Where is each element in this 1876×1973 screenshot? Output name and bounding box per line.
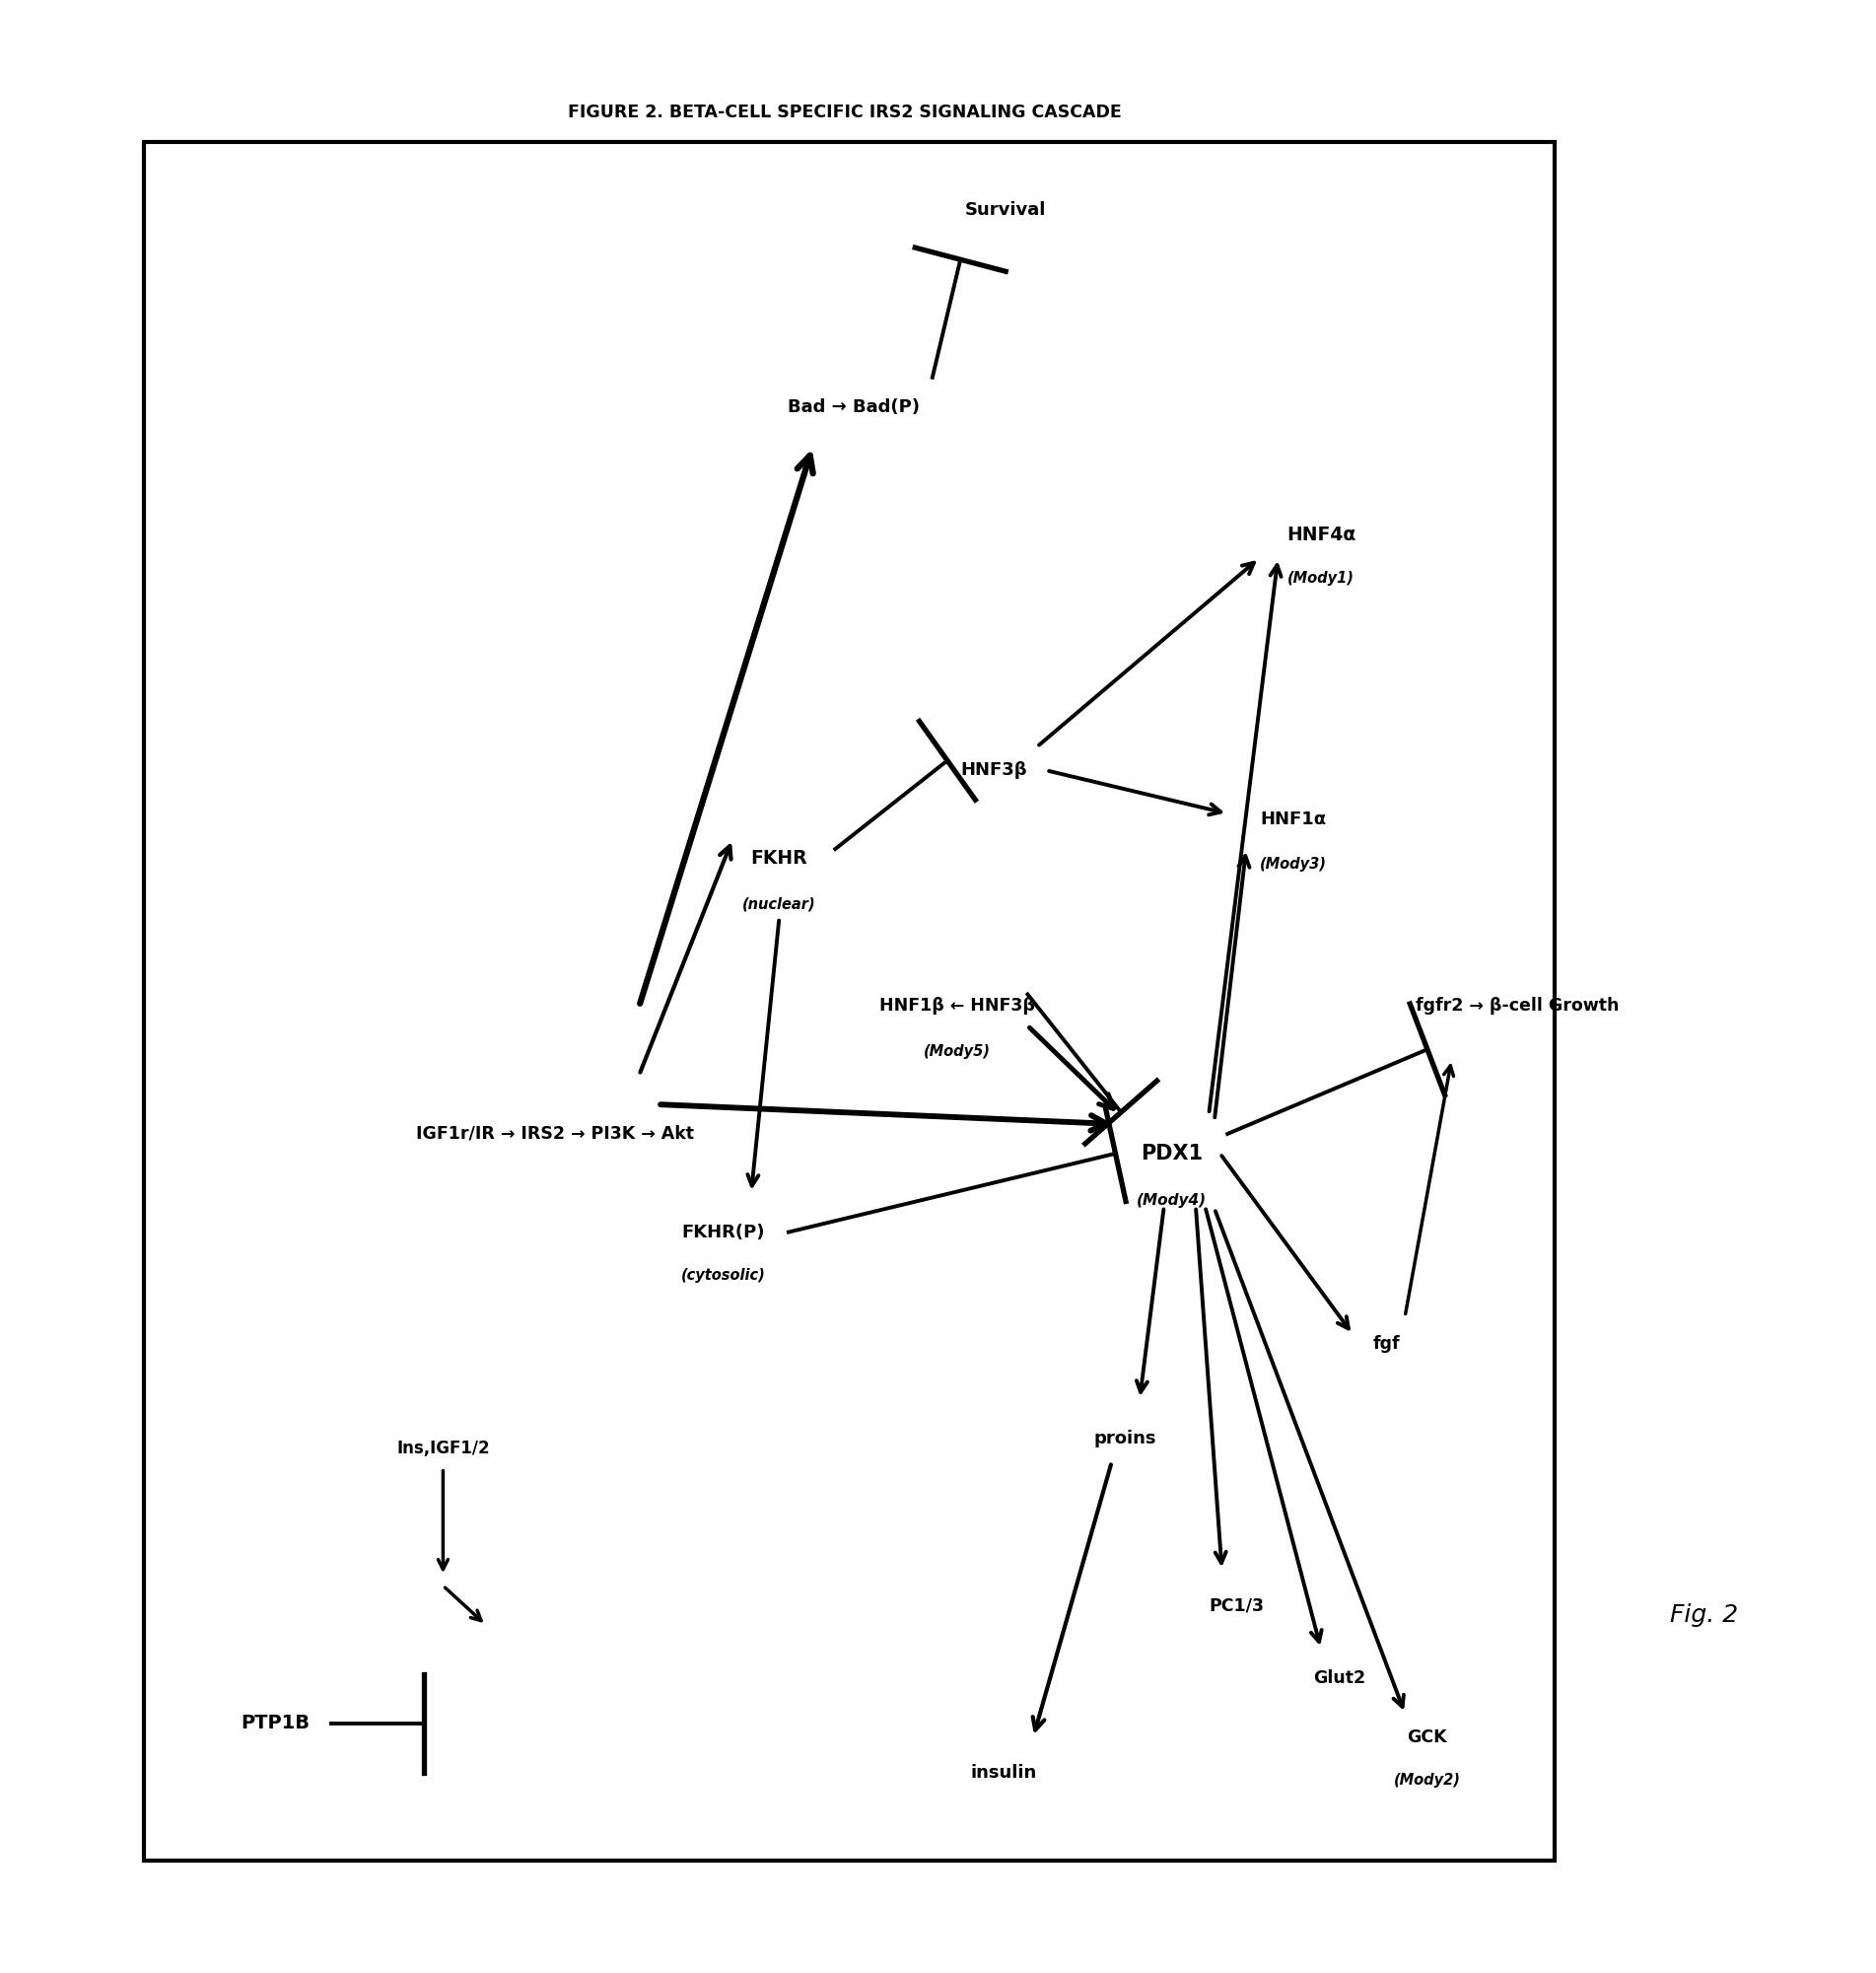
Text: HNF3β: HNF3β xyxy=(961,762,1028,779)
Text: insulin: insulin xyxy=(970,1764,1037,1782)
Text: fgf: fgf xyxy=(1373,1336,1399,1353)
Text: IGF1r/IR → IRS2 → PI3K → Akt: IGF1r/IR → IRS2 → PI3K → Akt xyxy=(416,1125,694,1142)
Text: (Mody4): (Mody4) xyxy=(1137,1194,1206,1207)
Text: proins: proins xyxy=(1094,1430,1156,1448)
Text: GCK: GCK xyxy=(1407,1728,1448,1746)
Text: PC1/3: PC1/3 xyxy=(1210,1596,1264,1614)
Text: Glut2: Glut2 xyxy=(1313,1669,1366,1687)
Text: (Mody2): (Mody2) xyxy=(1394,1774,1461,1788)
Text: (cytosolic): (cytosolic) xyxy=(681,1269,765,1282)
Text: Survival: Survival xyxy=(964,201,1045,219)
Text: (Mody1): (Mody1) xyxy=(1287,570,1354,586)
FancyBboxPatch shape xyxy=(144,142,1555,1861)
Text: Ins,IGF1/2: Ins,IGF1/2 xyxy=(396,1440,490,1458)
Text: HNF1β ← HNF3β: HNF1β ← HNF3β xyxy=(878,996,1034,1014)
Text: Fig. 2: Fig. 2 xyxy=(1670,1604,1737,1628)
Text: PTP1B: PTP1B xyxy=(240,1715,310,1732)
Text: Bad → Bad(P): Bad → Bad(P) xyxy=(788,399,919,416)
Text: HNF4α: HNF4α xyxy=(1287,525,1356,545)
Text: (nuclear): (nuclear) xyxy=(743,896,816,912)
Text: fgfr2 → β-cell Growth: fgfr2 → β-cell Growth xyxy=(1415,996,1619,1014)
Text: PDX1: PDX1 xyxy=(1141,1144,1203,1164)
Text: (Mody3): (Mody3) xyxy=(1259,858,1326,872)
Text: FKHR: FKHR xyxy=(750,850,809,868)
Text: HNF1α: HNF1α xyxy=(1261,811,1326,829)
Text: FKHR(P): FKHR(P) xyxy=(681,1223,765,1241)
Text: (Mody5): (Mody5) xyxy=(923,1044,991,1060)
Text: FIGURE 2. BETA-CELL SPECIFIC IRS2 SIGNALING CASCADE: FIGURE 2. BETA-CELL SPECIFIC IRS2 SIGNAL… xyxy=(568,103,1122,120)
